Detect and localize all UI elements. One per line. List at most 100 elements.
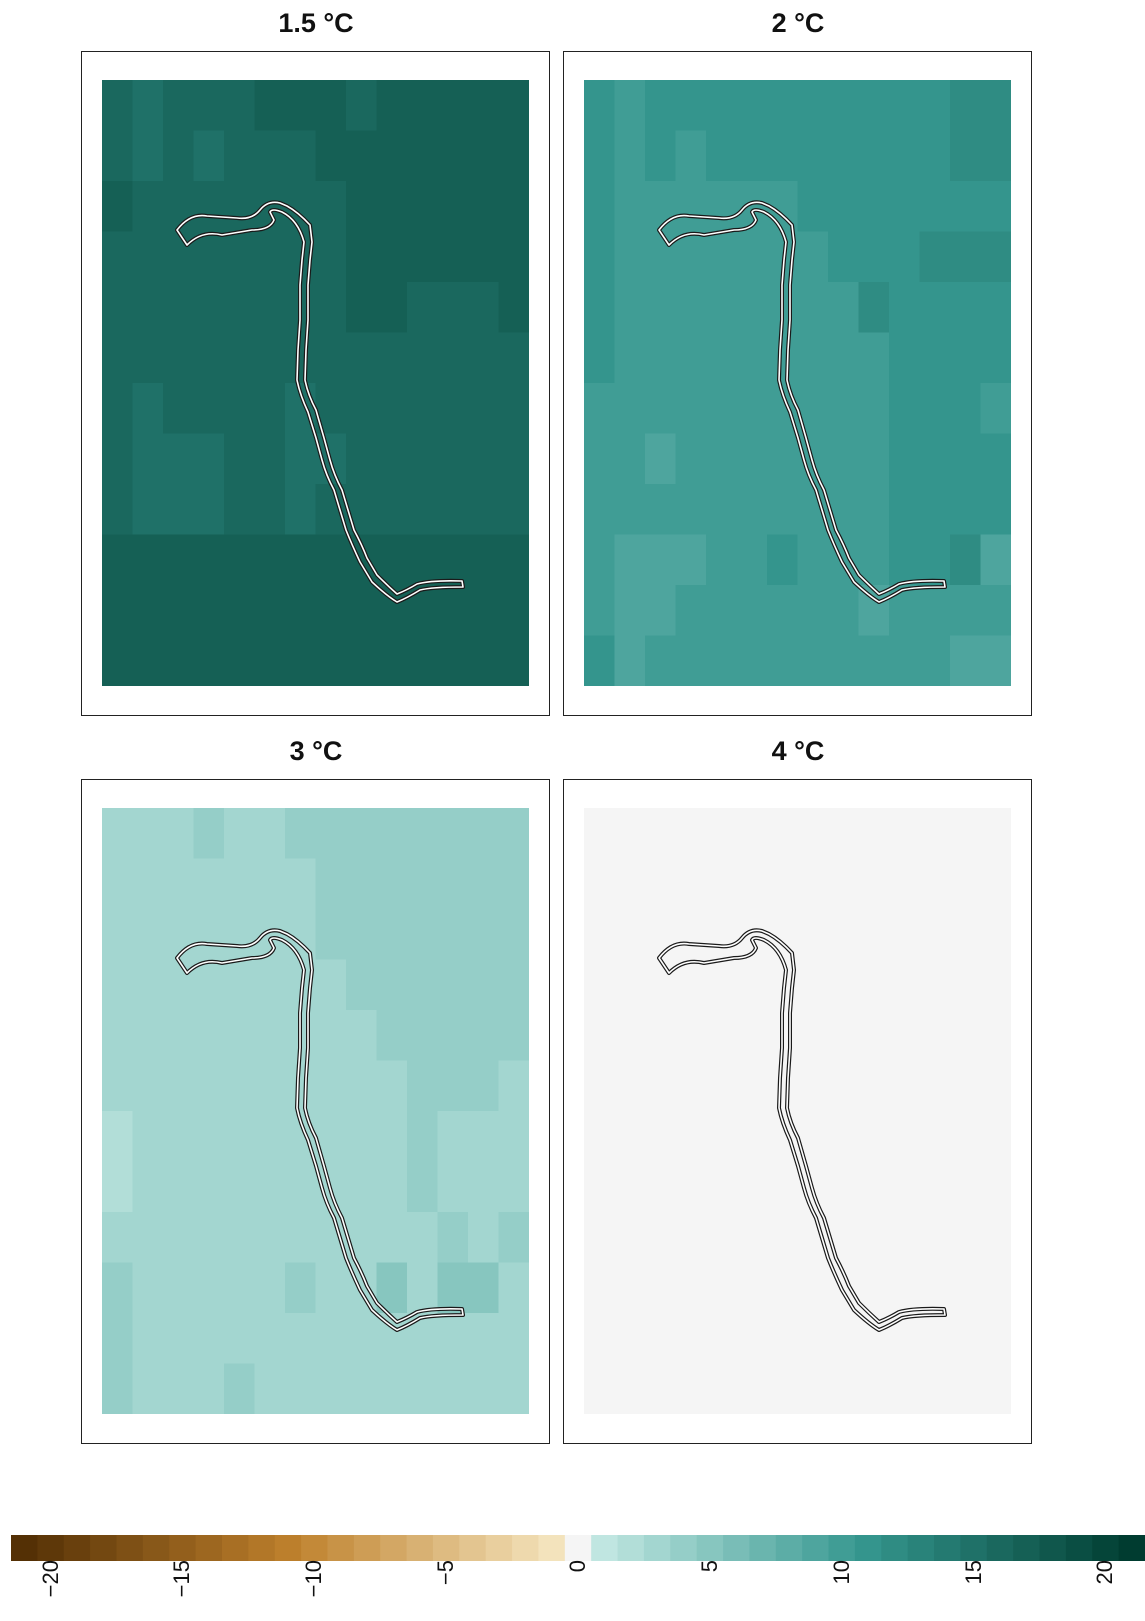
heatmap-cell [224, 1363, 256, 1414]
heatmap-cell [614, 1262, 646, 1314]
heatmap-cell [346, 909, 378, 961]
panel-title: 4 °C [771, 736, 825, 766]
heatmap-cell [919, 1111, 951, 1163]
heatmap-cell [132, 808, 164, 860]
heatmap-cell [315, 808, 347, 860]
heatmap-cell [285, 858, 317, 910]
heatmap-cell [858, 433, 890, 485]
heatmap-cell [102, 1313, 134, 1365]
heatmap-cell [132, 1313, 164, 1365]
heatmap-cell [376, 1363, 408, 1414]
heatmap-cell [437, 909, 469, 961]
heatmap-cell [858, 282, 890, 334]
heatmap-cell [285, 585, 317, 637]
heatmap-cell [767, 484, 799, 536]
heatmap-cell [254, 80, 286, 132]
heatmap-cell [828, 1313, 860, 1365]
heatmap-cell [254, 858, 286, 910]
heatmap-cell [980, 858, 1011, 910]
heatmap-cell [376, 332, 408, 384]
heatmap-cell [468, 484, 500, 536]
heatmap-cell [614, 1313, 646, 1365]
heatmap-cell [468, 80, 500, 132]
heatmap-cell [706, 635, 738, 686]
heatmap-cell [858, 1363, 890, 1414]
heatmap-cell [437, 1262, 469, 1314]
heatmap-cell [102, 959, 134, 1011]
heatmap-cell [102, 1010, 134, 1062]
heatmap-cell [224, 1010, 256, 1062]
heatmap-cell [797, 585, 829, 637]
heatmap-cell [736, 484, 768, 536]
heatmap-cell [736, 534, 768, 586]
heatmap-cell [193, 130, 225, 182]
heatmap-cell [797, 808, 829, 860]
heatmap-cell [376, 1161, 408, 1213]
colorbar-step [1118, 1535, 1145, 1561]
heatmap-cell [645, 808, 677, 860]
heatmap-cell [614, 332, 646, 384]
heatmap-cell [132, 1111, 164, 1163]
heatmap-cell [919, 282, 951, 334]
heatmap-cell [889, 1363, 921, 1414]
heatmap-cell [767, 1161, 799, 1213]
heatmap-cell [437, 1313, 469, 1365]
heatmap-cell [132, 1363, 164, 1414]
heatmap-cell [858, 231, 890, 283]
heatmap-cell [224, 959, 256, 1011]
heatmap-cell [163, 1010, 195, 1062]
heatmap-cell [315, 585, 347, 637]
heatmap-cell [889, 181, 921, 233]
heatmap-cell [706, 1313, 738, 1365]
heatmap-cell [584, 1212, 616, 1264]
heatmap-cell [706, 959, 738, 1011]
heatmap-cell [675, 282, 707, 334]
heatmap-cell [132, 80, 164, 132]
heatmap-cell [767, 1212, 799, 1264]
heatmap-cell [163, 909, 195, 961]
heatmap-cell [407, 130, 439, 182]
heatmap-cell [828, 1010, 860, 1062]
heatmap-cell [376, 1212, 408, 1264]
heatmap-cell [675, 1161, 707, 1213]
heatmap-cell [376, 1010, 408, 1062]
heatmap-cell [706, 484, 738, 536]
heatmap-cell [858, 484, 890, 536]
heatmap-cell [315, 635, 347, 686]
heatmap-cell [797, 909, 829, 961]
heatmap-cell [767, 585, 799, 637]
heatmap-cell [858, 1111, 890, 1163]
heatmap-cell [614, 635, 646, 686]
heatmap-cell [980, 1161, 1011, 1213]
river-outline-inner [658, 929, 946, 1331]
heatmap-cell [437, 80, 469, 132]
heatmap-cell [498, 383, 529, 435]
heatmap-cell [315, 332, 347, 384]
heatmap-cell [498, 130, 529, 182]
heatmap-cell [468, 1313, 500, 1365]
panel-title: 1.5 °C [278, 8, 354, 38]
heatmap-cell [919, 534, 951, 586]
heatmap-cell [706, 231, 738, 283]
heatmap-cell [675, 130, 707, 182]
heatmap-cell [980, 808, 1011, 860]
colorbar-step [960, 1535, 988, 1561]
heatmap-cell [736, 1262, 768, 1314]
heatmap-cell [163, 484, 195, 536]
heatmap-cell [193, 80, 225, 132]
heatmap-cell [675, 858, 707, 910]
heatmap-cell [132, 332, 164, 384]
heatmap-cell [675, 181, 707, 233]
heatmap-cell [468, 858, 500, 910]
heatmap-cell [315, 80, 347, 132]
colorbar-step [696, 1535, 724, 1561]
heatmap-cell [224, 282, 256, 334]
heatmap-cell [285, 534, 317, 586]
heatmap-cell [163, 858, 195, 910]
heatmap-cell [828, 231, 860, 283]
heatmap-cell [645, 635, 677, 686]
heatmap-cell [407, 1262, 439, 1314]
heatmap-cell [407, 80, 439, 132]
heatmap-cell [437, 282, 469, 334]
heatmap-cell [224, 534, 256, 586]
